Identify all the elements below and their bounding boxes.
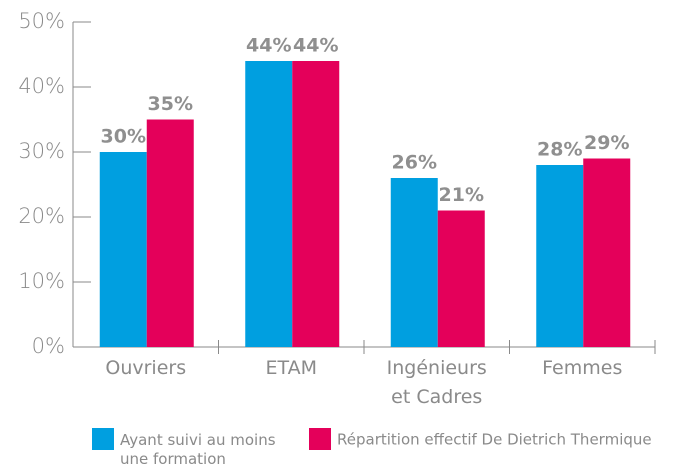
legend-swatch <box>309 428 331 450</box>
y-tick-label: 50% <box>18 9 65 33</box>
y-tick-label: 40% <box>18 74 65 98</box>
bar <box>245 61 293 347</box>
value-label: 30% <box>101 126 146 148</box>
bar <box>583 158 631 347</box>
bar <box>536 165 584 347</box>
bar <box>437 210 485 347</box>
x-tick-label: Ingénieurs et Cadres <box>387 357 487 408</box>
bar <box>146 119 194 347</box>
legend-label: Répartition effectif De Dietrich Thermiq… <box>337 431 652 449</box>
x-tick-label: Ouvriers <box>105 357 186 379</box>
value-label: 26% <box>392 152 437 174</box>
value-label: 35% <box>148 93 193 115</box>
value-label: 28% <box>537 139 582 161</box>
x-tick-label: Femmes <box>542 357 622 379</box>
value-label: 44% <box>246 35 291 57</box>
y-tick-label: 10% <box>18 269 65 293</box>
y-tick-label: 30% <box>18 139 65 163</box>
bar <box>99 152 147 347</box>
y-tick-label: 20% <box>18 204 65 228</box>
value-label: 44% <box>293 35 338 57</box>
bar <box>390 178 438 347</box>
bar <box>292 61 340 347</box>
x-tick-label: ETAM <box>265 357 317 379</box>
value-label: 21% <box>439 184 484 206</box>
y-tick-label: 0% <box>32 334 65 358</box>
legend-label: Ayant suivi au moins une formation <box>120 431 276 466</box>
legend-swatch <box>92 428 114 450</box>
value-label: 29% <box>584 132 629 154</box>
